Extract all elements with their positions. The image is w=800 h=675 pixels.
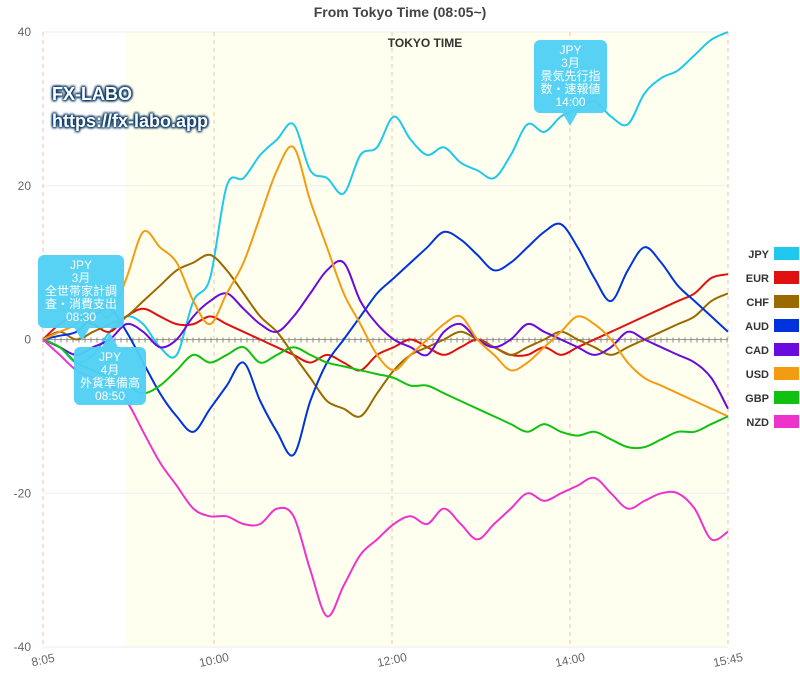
event-callout-fx-reserves: JPY 4月 外貨準備高 08:50 — [74, 333, 146, 405]
series-lines — [42, 31, 729, 618]
legend-swatch-nzd — [774, 415, 799, 428]
series-line-cad — [42, 259, 729, 410]
series-line-gbp — [42, 338, 729, 450]
callout-line: 08:50 — [94, 389, 126, 403]
callout-line: 景気先行指 — [540, 69, 601, 83]
x-tick-label: 15:45 — [712, 650, 745, 670]
legend-label-nzd: NZD — [746, 417, 769, 429]
legend-swatch-aud — [774, 319, 799, 332]
callout-line: 4月 — [100, 363, 120, 377]
series-line-nzd — [42, 338, 729, 618]
series-line-eur — [42, 273, 729, 372]
legend-label-cad: CAD — [745, 345, 769, 357]
event-callout-household-spending: JPY 3月 全世帯家計調 査・消費支出 08:30 — [38, 255, 124, 341]
legend-label-aud: AUD — [745, 321, 769, 333]
legend-swatch-eur — [774, 271, 799, 284]
legend-swatch-chf — [774, 295, 799, 308]
callout-line: 査・消費支出 — [44, 297, 117, 311]
tokyo-time-label: TOKYO TIME — [388, 36, 462, 50]
callout-line: 数・速報値 — [540, 82, 601, 96]
legend-swatch-usd — [774, 367, 799, 380]
callout-line: 全世帯家計調 — [44, 284, 117, 298]
chart-title: From Tokyo Time (08:05~) — [314, 4, 487, 20]
callout-pointer — [74, 327, 90, 341]
y-axis: 40 20 0 -20 -40 — [14, 25, 32, 654]
legend-label-chf: CHF — [746, 297, 769, 309]
series-line-usd — [42, 145, 729, 418]
legend-label-usd: USD — [746, 369, 769, 381]
y-tick-label: 0 — [24, 333, 31, 347]
brand-url: https://fx-labo.app — [52, 111, 208, 131]
y-tick-label: 20 — [18, 179, 32, 193]
x-tick-label: 10:00 — [198, 650, 231, 670]
callout-pointer — [562, 112, 578, 126]
x-axis: 8:05 10:00 12:00 14:00 15:45 — [30, 650, 744, 670]
x-tick-label: 12:00 — [376, 650, 409, 670]
callout-line: 外貨準備高 — [79, 376, 140, 390]
legend-swatch-cad — [774, 343, 799, 356]
callout-line: 08:30 — [65, 310, 97, 324]
legend-label-eur: EUR — [746, 273, 769, 285]
callout-line: 3月 — [561, 56, 580, 70]
y-tick-label: 40 — [18, 25, 32, 39]
callout-pointer — [102, 333, 118, 347]
callout-line: 3月 — [71, 271, 91, 285]
callout-line: JPY — [559, 43, 582, 57]
x-tick-label: 8:05 — [30, 651, 56, 670]
y-tick-label: -20 — [14, 486, 32, 500]
x-tick-label: 14:00 — [554, 650, 587, 670]
legend-swatch-gbp — [774, 391, 799, 404]
series-line-chf — [42, 253, 729, 418]
legend-swatch-jpy — [774, 247, 799, 260]
series-line-aud — [42, 222, 729, 457]
callout-line: 14:00 — [555, 95, 586, 109]
legend-label-gbp: GBP — [745, 393, 769, 405]
legend-label-jpy: JPY — [748, 249, 769, 261]
callout-line: JPY — [98, 350, 121, 364]
event-callout-leading-index: JPY 3月 景気先行指 数・速報値 14:00 — [534, 40, 607, 126]
brand-name: FX-LABO — [52, 84, 132, 104]
y-tick-label: -40 — [14, 640, 32, 654]
legend: JPY EUR CHF AUD CAD USD GBP NZD — [745, 247, 799, 429]
callout-line: JPY — [69, 258, 92, 272]
